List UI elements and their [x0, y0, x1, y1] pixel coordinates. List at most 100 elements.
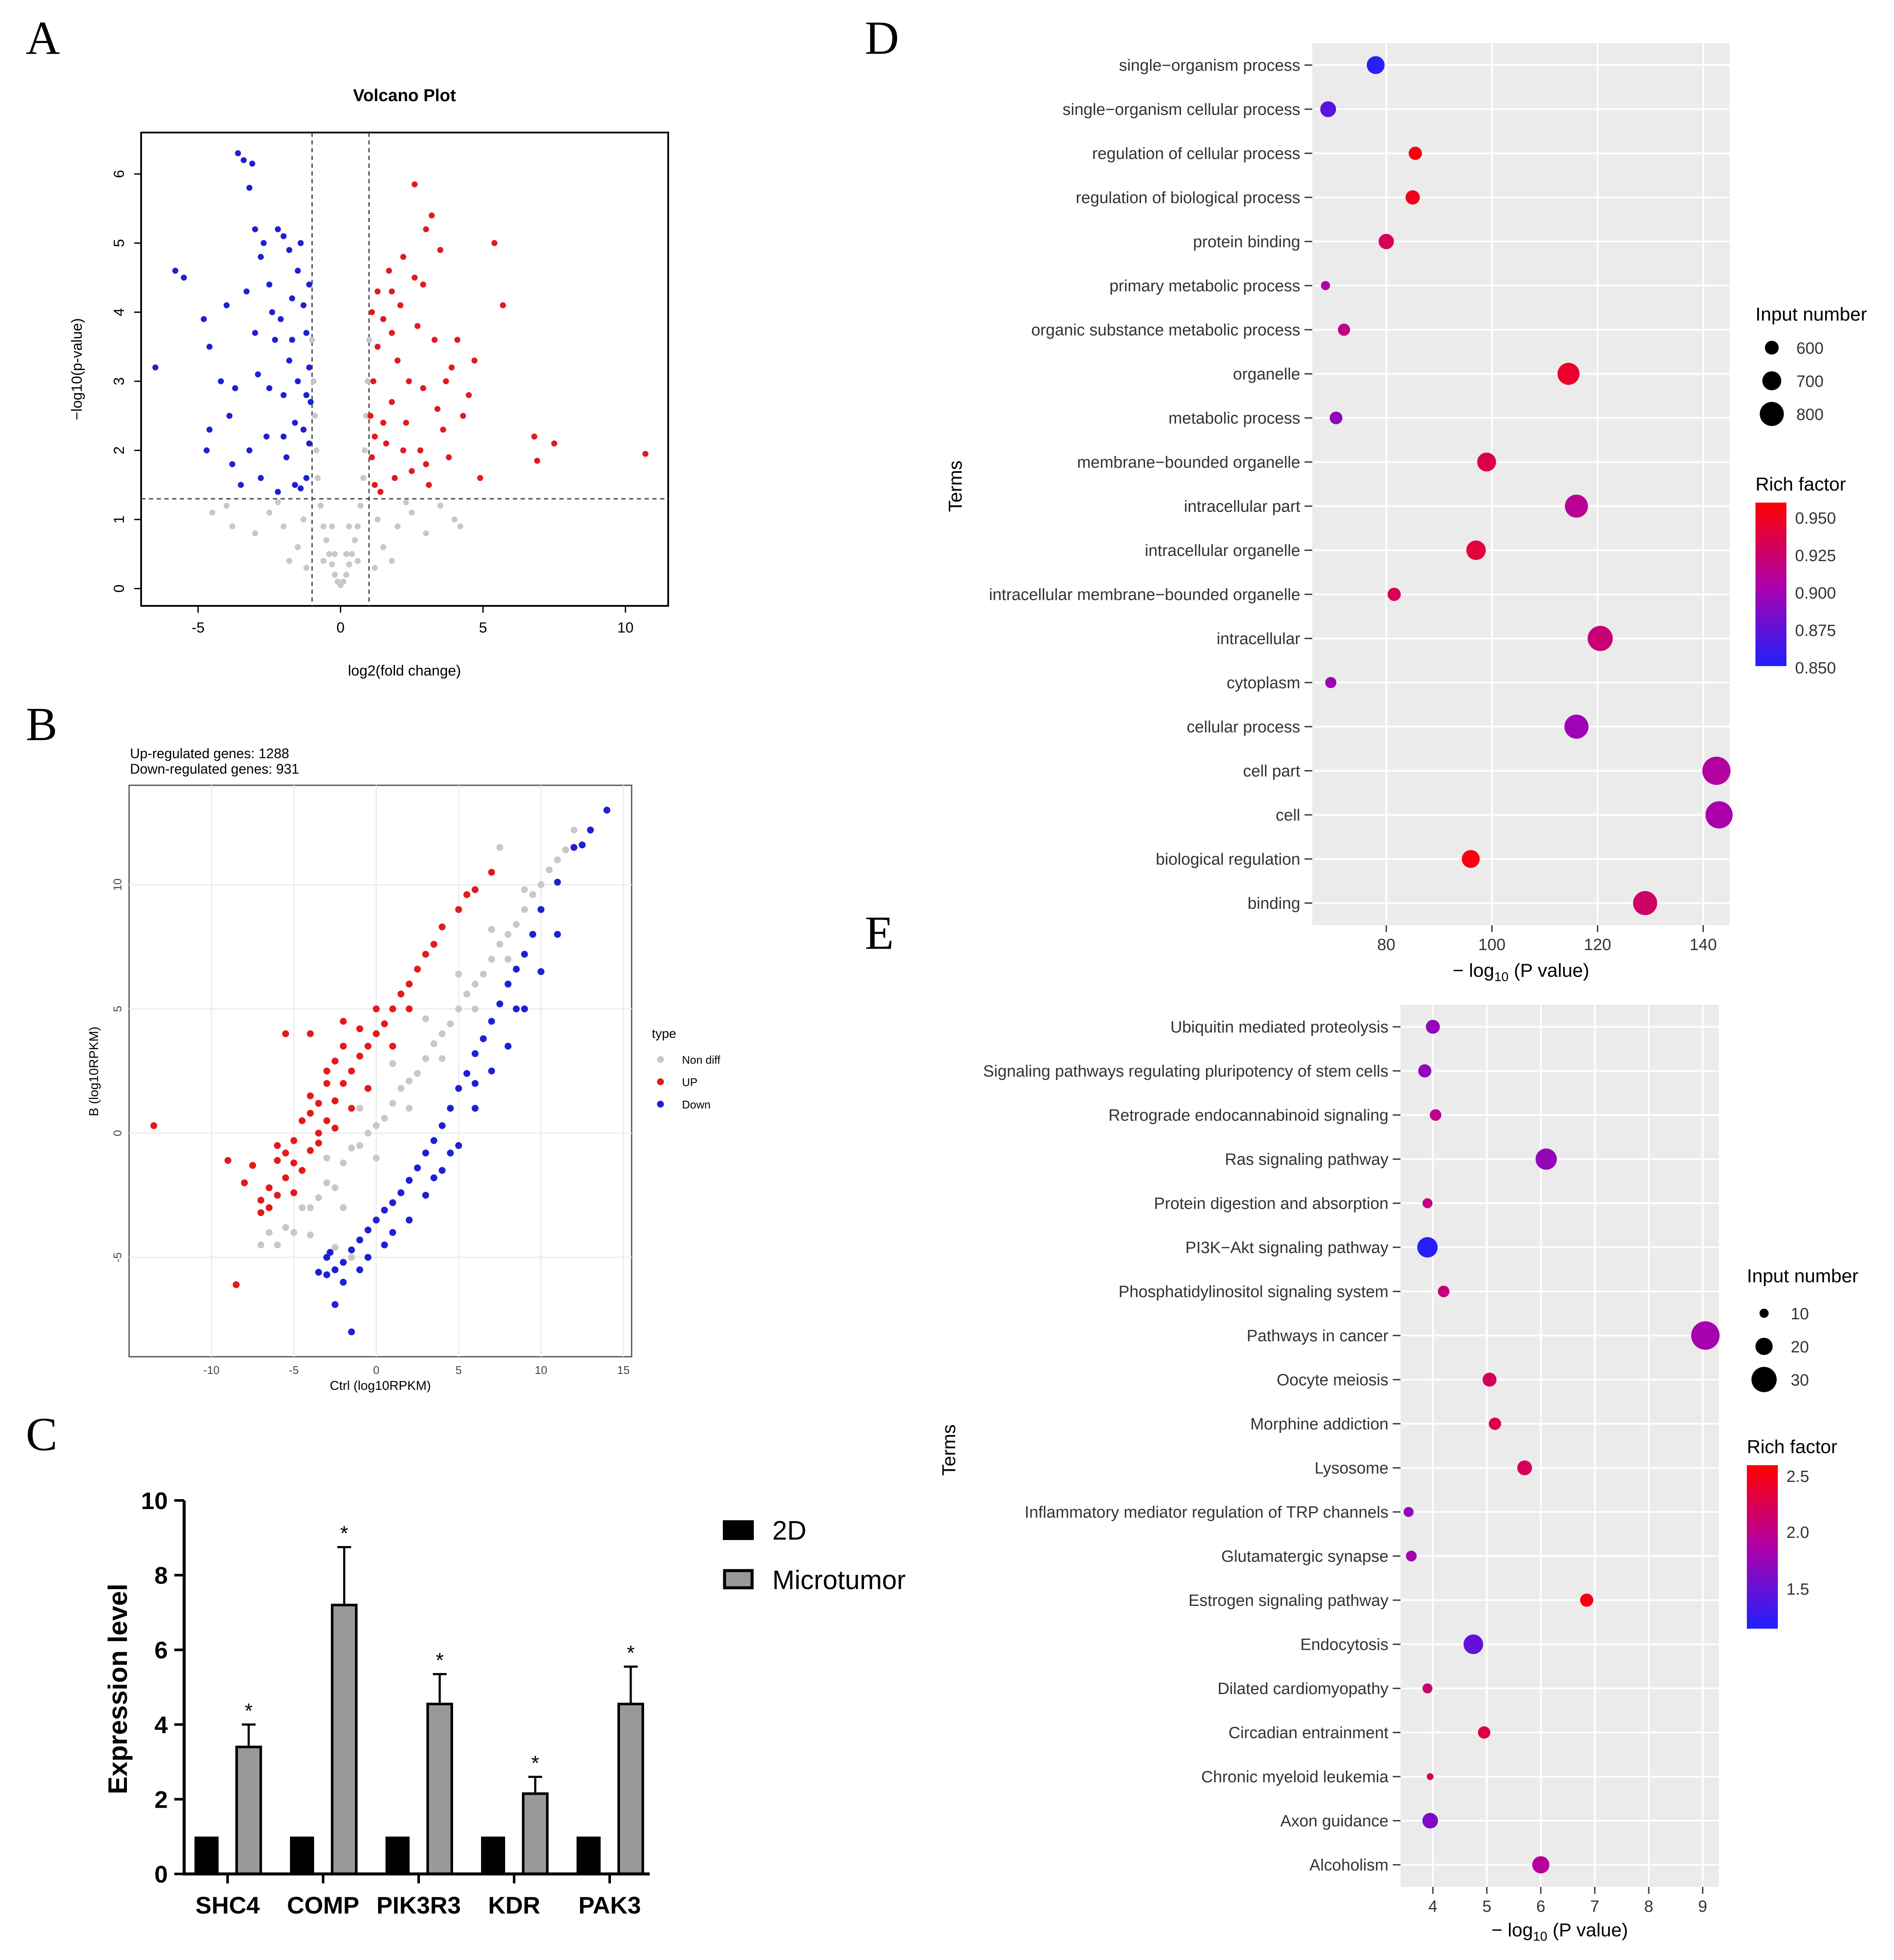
- volcano-point-down: [241, 157, 247, 164]
- volcano-point-non-diff: [286, 558, 293, 564]
- scatter-x-tick-label: 15: [617, 1364, 629, 1377]
- kegg-size-legend-dot: [1755, 1338, 1773, 1355]
- scatter-legend-down-label: Down: [682, 1098, 710, 1111]
- volcano-point-down: [266, 281, 272, 288]
- volcano-point-down: [295, 268, 301, 274]
- volcano-point-non-diff: [275, 499, 281, 506]
- volcano-point-down: [303, 392, 310, 398]
- bar-chart-bars: * * * * *: [194, 1522, 644, 1876]
- volcano-point-up: [371, 482, 378, 488]
- scatter-point-non-diff: [455, 1005, 462, 1012]
- go-term-labels: single−organism process single−organism c…: [989, 56, 1312, 913]
- volcano-y-tick-label: 0: [111, 584, 127, 593]
- kegg-bubbles: [1404, 1019, 1720, 1874]
- volcano-point-down: [152, 364, 159, 370]
- volcano-point-down: [226, 413, 233, 419]
- volcano-point-non-diff: [320, 523, 327, 530]
- scatter-point-up: [265, 1204, 273, 1211]
- scatter-point-up: [339, 1080, 347, 1087]
- kegg-x-ticks: 4 5 6 7 8 9: [1428, 1887, 1707, 1916]
- volcano-point-non-diff: [357, 503, 364, 509]
- volcano-point-up: [389, 330, 395, 336]
- scatter-point-non-diff: [406, 1105, 413, 1112]
- kegg-term-label: Retrograde endocannabinoid signaling: [1108, 1106, 1388, 1124]
- scatter-point-up: [381, 1020, 388, 1028]
- kegg-color-bar: [1747, 1465, 1778, 1629]
- volcano-point-non-diff: [295, 544, 301, 550]
- volcano-point-non-diff: [346, 523, 352, 530]
- scatter-legend-nondiff-swatch: [657, 1056, 664, 1063]
- kegg-size-legend-dot: [1751, 1367, 1777, 1392]
- scatter-point-up: [455, 906, 462, 913]
- go-bubble: [1557, 363, 1580, 385]
- go-term-label: regulation of biological process: [1076, 189, 1300, 207]
- go-term-label: primary metabolic process: [1110, 277, 1300, 295]
- volcano-point-down: [292, 420, 298, 426]
- scatter-point-up: [323, 1117, 330, 1124]
- scatter-point-down: [570, 844, 577, 851]
- scatter-point-up: [307, 1147, 314, 1154]
- volcano-point-up: [403, 420, 409, 426]
- bar-2d: [481, 1837, 505, 1874]
- volcano-point-up: [369, 309, 375, 315]
- kegg-term-label: Axon guidance: [1280, 1812, 1388, 1830]
- panel-d-go-bubble: single−organism process single−organism c…: [945, 43, 1867, 984]
- kegg-bubble: [1427, 1773, 1434, 1780]
- bar-y-tick-label: 6: [154, 1636, 168, 1664]
- scatter-legend: type Non diff UP Down: [652, 1027, 721, 1111]
- kegg-x-label: − log10 (P value): [1491, 1920, 1628, 1944]
- volcano-point-non-diff: [310, 378, 317, 385]
- go-bubble: [1405, 190, 1420, 205]
- volcano-plot-frame: [140, 132, 669, 607]
- go-color-legend-title: Rich factor: [1755, 474, 1846, 495]
- scatter-plot-frame: [128, 784, 632, 1358]
- scatter-point-down: [356, 1266, 364, 1273]
- scatter-point-non-diff: [389, 1060, 396, 1067]
- volcano-point-non-diff: [355, 558, 361, 564]
- kegg-bubble: [1406, 1550, 1417, 1562]
- volcano-point-up: [642, 451, 649, 457]
- scatter-point-non-diff: [397, 1085, 404, 1092]
- scatter-point-up: [323, 1068, 330, 1074]
- volcano-point-down: [181, 275, 187, 281]
- volcano-points: [152, 150, 649, 588]
- volcano-point-up: [420, 385, 426, 392]
- bar-microtumor: [331, 1604, 358, 1876]
- volcano-point-down: [281, 392, 287, 398]
- panel-e-kegg-bubble: Ubiquitin mediated proteolysis Signaling …: [938, 1005, 1858, 1944]
- volcano-point-up: [367, 413, 374, 419]
- scatter-point-non-diff: [339, 1204, 347, 1211]
- volcano-point-up: [491, 240, 498, 246]
- volcano-point-non-diff: [423, 530, 429, 537]
- kegg-bubble: [1535, 1148, 1557, 1170]
- go-term-label: metabolic process: [1169, 409, 1300, 427]
- volcano-point-down: [238, 482, 244, 488]
- scatter-point-down: [496, 1000, 503, 1008]
- kegg-bubble: [1417, 1237, 1438, 1258]
- kegg-size-legend-title: Input number: [1747, 1266, 1858, 1287]
- go-x-ticks: 80 100 120 140: [1377, 925, 1717, 954]
- scatter-points: [150, 806, 611, 1336]
- scatter-point-non-diff: [356, 1105, 364, 1112]
- kegg-term-label: Chronic myeloid leukemia: [1201, 1768, 1389, 1786]
- volcano-point-down: [201, 316, 207, 322]
- go-size-legend-dot: [1765, 341, 1779, 355]
- volcano-point-up: [394, 357, 401, 364]
- scatter-point-non-diff: [447, 1020, 454, 1028]
- go-color-legend-label: 0.850: [1795, 659, 1836, 677]
- go-x-tick-label: 80: [1377, 936, 1395, 954]
- volcano-point-down: [218, 378, 224, 385]
- scatter-point-up: [348, 1105, 355, 1112]
- kegg-bubble: [1482, 1372, 1497, 1387]
- scatter-point-down: [480, 1035, 487, 1042]
- volcano-point-non-diff: [374, 516, 381, 523]
- kegg-x-tick-label: 8: [1644, 1898, 1653, 1916]
- scatter-point-up: [356, 1053, 364, 1060]
- scatter-point-non-diff: [546, 866, 553, 874]
- volcano-point-down: [281, 433, 287, 440]
- scatter-point-down: [438, 1122, 446, 1130]
- volcano-point-up: [551, 440, 558, 447]
- go-bubble: [1321, 281, 1330, 290]
- scatter-point-non-diff: [389, 1100, 396, 1107]
